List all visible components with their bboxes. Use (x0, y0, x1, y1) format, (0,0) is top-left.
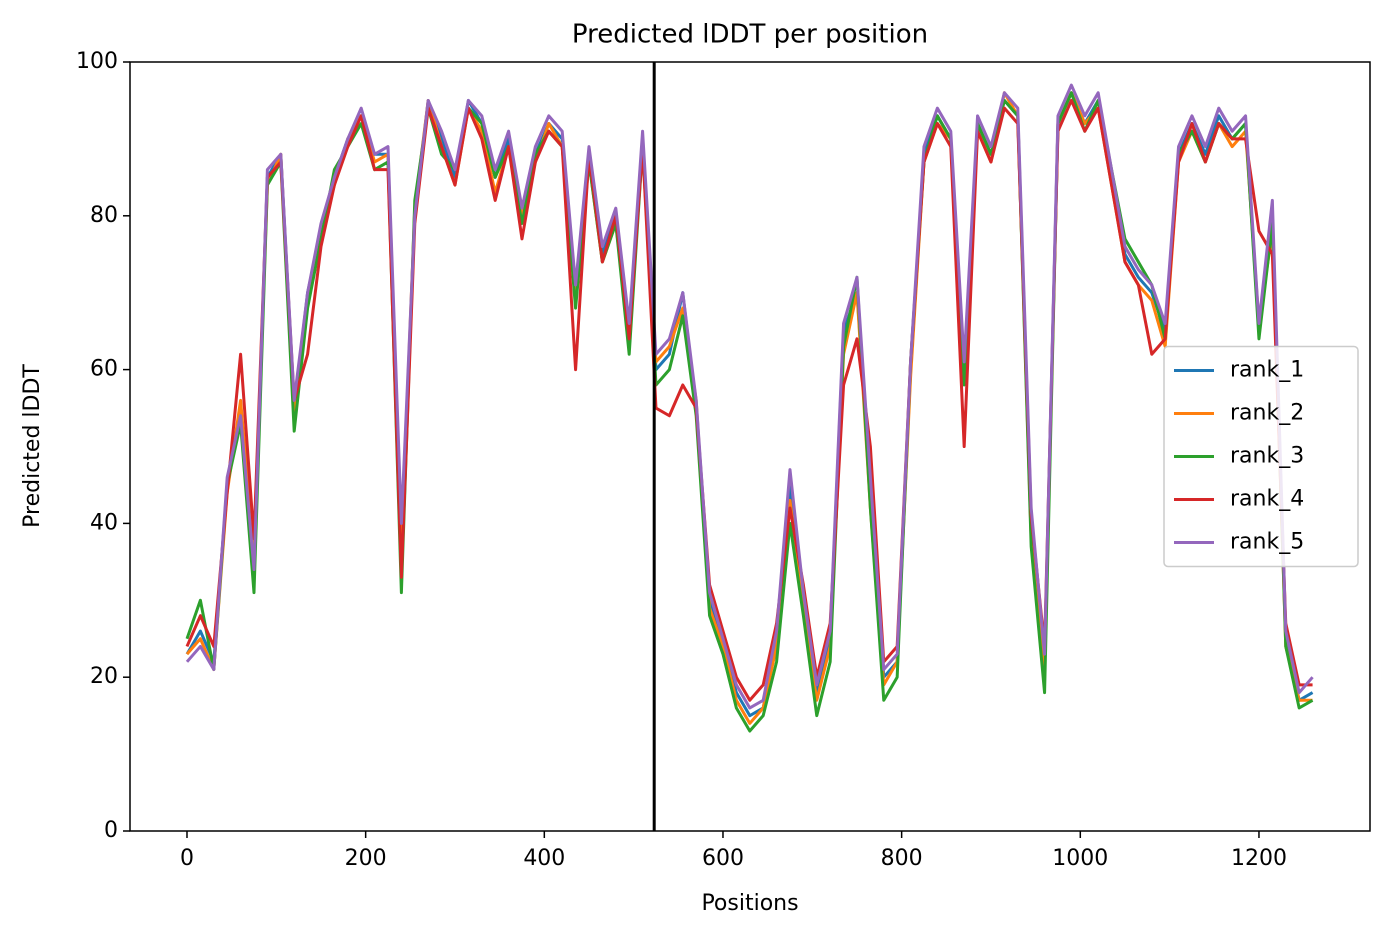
x-tick-label: 200 (345, 846, 387, 871)
plot-area (185, 83, 1314, 733)
legend-box (1163, 345, 1359, 568)
legend-label: rank_5 (1230, 530, 1304, 555)
x-axis-label: Positions (701, 891, 798, 916)
line-series (185, 91, 1314, 733)
x-tick-label: 1000 (1052, 846, 1108, 871)
line-series (185, 83, 1314, 710)
line-series (185, 98, 1313, 702)
legend-label: rank_3 (1230, 444, 1304, 469)
x-tick-label: 400 (523, 846, 565, 871)
chart-title: Predicted lDDT per position (572, 20, 928, 50)
line-series (185, 91, 1313, 725)
y-tick-label: 80 (90, 203, 118, 228)
x-tick-label: 800 (881, 846, 923, 871)
y-axis-label: Predicted lDDT (20, 364, 45, 528)
y-tick-label: 20 (90, 664, 118, 689)
x-tick-label: 0 (180, 846, 194, 871)
y-tick-label: 0 (104, 818, 118, 843)
legend-label: rank_4 (1230, 487, 1304, 512)
legend-label: rank_1 (1230, 358, 1304, 383)
y-tick-label: 100 (76, 49, 118, 74)
legend-label: rank_2 (1230, 401, 1304, 426)
y-tick-label: 40 (90, 510, 118, 535)
plot-frame (129, 61, 1371, 832)
x-tick-label: 1200 (1231, 846, 1287, 871)
x-tick-label: 600 (702, 846, 744, 871)
line-series (185, 91, 1314, 718)
y-tick-label: 60 (90, 357, 118, 382)
